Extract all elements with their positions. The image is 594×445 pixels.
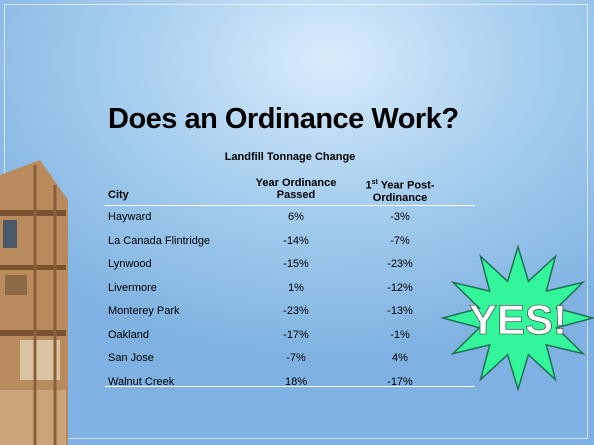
column-header: City bbox=[108, 189, 129, 201]
bottom-rule bbox=[105, 386, 475, 387]
table-cell: -7% bbox=[286, 352, 306, 364]
callout-text: YES! bbox=[469, 296, 567, 343]
table-caption: Landfill Tonnage Change bbox=[224, 151, 356, 163]
column-header: 1st Year Post-Ordinance bbox=[345, 177, 455, 204]
table-cell: -17% bbox=[387, 375, 413, 388]
table-cell: 4% bbox=[392, 352, 408, 364]
table-cell: 18% bbox=[284, 375, 308, 388]
table-cell: 1% bbox=[288, 281, 304, 294]
column-header: Year Ordinance Passed bbox=[255, 177, 337, 201]
table-cell: -3% bbox=[390, 211, 410, 223]
starburst-shape bbox=[440, 244, 594, 392]
table-cell: -17% bbox=[283, 328, 309, 341]
table-cell: Livermore bbox=[108, 281, 157, 294]
table-cell: -15% bbox=[283, 258, 309, 270]
table-cell: Walnut Creek bbox=[108, 375, 175, 388]
table-cell: -14% bbox=[283, 234, 309, 247]
table-cell: 6% bbox=[288, 211, 304, 223]
header-rule bbox=[105, 205, 475, 206]
table-cell: -7% bbox=[390, 234, 410, 247]
table-cell: Monterey Park bbox=[108, 305, 180, 317]
table-cell: La Canada Flintridge bbox=[108, 234, 211, 247]
table-cell: -23% bbox=[387, 258, 413, 270]
header-text: Year Post-Ordinance bbox=[372, 179, 435, 204]
slide-title: Does an Ordinance Work? bbox=[108, 103, 459, 135]
table-cell: San Jose bbox=[108, 352, 154, 364]
header-superscript: st bbox=[371, 179, 378, 186]
table-cell: Lynwood bbox=[108, 258, 152, 270]
table-cell: -12% bbox=[387, 281, 413, 294]
table-cell: Oakland bbox=[108, 328, 149, 341]
table-cell: -23% bbox=[283, 305, 309, 317]
table-cell: -1% bbox=[390, 328, 410, 341]
header-text: 1 bbox=[365, 179, 372, 192]
table-cell: -13% bbox=[387, 305, 413, 317]
table-cell: Hayward bbox=[108, 211, 152, 223]
